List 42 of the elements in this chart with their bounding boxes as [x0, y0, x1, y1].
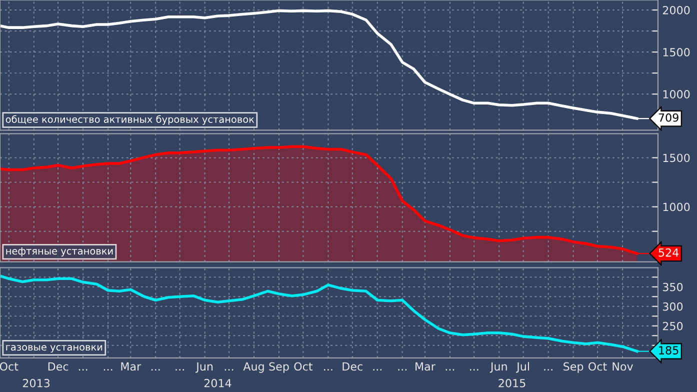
- x-tick-label: Jun: [490, 362, 507, 373]
- series-label: нефтяные установки: [6, 247, 113, 257]
- data-label: 185: [659, 346, 678, 354]
- x2-tick-label: 2014: [204, 378, 232, 388]
- y-tick-label: 2000: [662, 6, 690, 14]
- x-tick-label: Oct: [588, 362, 607, 371]
- x-tick-label: Oct: [0, 362, 18, 371]
- x-tick-label: ...: [152, 369, 160, 371]
- y-tick-label: 1500: [663, 48, 690, 56]
- y-tick-label: 1000: [663, 90, 690, 98]
- x-tick-label: ...: [104, 369, 112, 371]
- text: общее количество активных буровых установок: [6, 115, 254, 125]
- y-tick-label: 350: [662, 282, 683, 292]
- x-tick-label: Dec: [48, 362, 68, 371]
- x-tick-label: ...: [373, 369, 382, 371]
- x-tick-label: Aug: [243, 362, 264, 373]
- y-tick-label: 1500: [663, 154, 690, 162]
- x-tick-label: Dec: [342, 362, 362, 371]
- x-tick-label: ...: [544, 369, 552, 371]
- y-tick-label: 250: [662, 322, 683, 330]
- x-tick-label: ...: [398, 369, 406, 371]
- x-tick-label: ...: [176, 369, 184, 371]
- x-tick-label: Sep: [269, 362, 289, 373]
- x-tick-label: ...: [78, 369, 88, 371]
- y-tick-label: 1000: [663, 202, 690, 212]
- x-tick-label: ...: [224, 369, 234, 371]
- x-tick-label: Nov: [612, 362, 633, 371]
- x-tick-label: Mar: [121, 362, 142, 371]
- x-tick-label: ...: [446, 369, 454, 371]
- x-tick-label: Jul: [516, 362, 529, 373]
- x2-tick-label: 2013: [22, 378, 50, 388]
- x-tick-label: ...: [470, 369, 478, 371]
- data-label: 524: [658, 248, 679, 257]
- x2-tick-label: 2015: [498, 378, 526, 388]
- x-tick-label: Mar: [416, 362, 436, 371]
- data-label: 709: [658, 113, 678, 122]
- x-tick-label: Sep: [564, 362, 584, 373]
- x-tick-label: ...: [324, 369, 332, 371]
- x-tick-label: Oct: [294, 362, 313, 371]
- x-tick-label: Jun: [196, 362, 213, 373]
- y-tick-label: 300: [662, 302, 683, 311]
- text: газовые установки: [6, 345, 102, 353]
